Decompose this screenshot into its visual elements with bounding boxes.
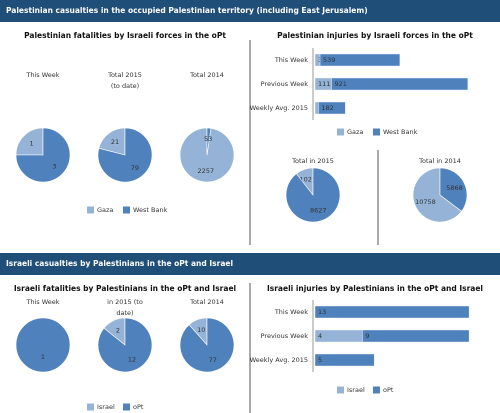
legend-label: oPt	[383, 386, 394, 394]
pie-slice	[439, 167, 468, 212]
pie-title: Total 2015	[107, 71, 142, 79]
bar-label: 182	[321, 104, 333, 112]
slice-label: 10	[197, 326, 205, 334]
bar-label: 539	[323, 56, 335, 64]
slice-label: 5868	[446, 184, 463, 192]
legend-swatch	[87, 206, 94, 214]
slice-label: 8627	[310, 206, 327, 214]
pie-slice	[15, 317, 71, 373]
legend-label: Israel	[97, 403, 115, 411]
bar-segment	[314, 353, 375, 367]
slice-label: 79	[131, 164, 139, 172]
bar-label: 111	[318, 80, 330, 88]
pie-slice	[15, 127, 71, 183]
pie-slice	[412, 167, 462, 223]
legend-label: Gaza	[347, 128, 363, 136]
pie-title: Total in 2014	[418, 157, 461, 165]
panel-title: Palestinian fatalities by Israeli forces…	[24, 31, 226, 40]
legend-swatch	[123, 403, 130, 411]
pie-title: in 2015 (to	[107, 298, 143, 306]
bar-label: 921	[334, 80, 346, 88]
y-tick-label: Weekly Avg. 2015	[250, 104, 308, 112]
bar-segment	[331, 77, 469, 91]
slice-label: 77	[209, 356, 217, 364]
y-tick-label: Weekly Avg. 2015	[250, 356, 308, 364]
bar-label: 13	[318, 308, 326, 316]
pie-title: Total 2014	[189, 71, 224, 79]
pie-title: This Week	[25, 298, 59, 306]
legend-label: West Bank	[383, 128, 418, 136]
legend-swatch	[123, 206, 130, 214]
section-header	[0, 0, 500, 22]
slice-label: 2	[116, 326, 120, 334]
pie-slice	[206, 127, 212, 156]
pie-slice	[179, 317, 235, 373]
bar-label: 9	[365, 332, 369, 340]
section-title: Israeli casualties by Palestinians in th…	[6, 259, 233, 268]
y-tick-label: This Week	[274, 56, 308, 64]
pie-slice	[97, 317, 153, 373]
pie-slice	[15, 127, 44, 156]
pie-title: This Week	[25, 71, 59, 79]
bar-label: 5	[318, 356, 322, 364]
pie-title: (to date)	[111, 82, 139, 90]
bar-segment	[319, 53, 401, 67]
pie-title: Total 2014	[189, 298, 224, 306]
slice-label: 1021	[299, 176, 316, 184]
slice-label: 10758	[415, 198, 436, 206]
y-tick-label: Previous Week	[261, 332, 309, 340]
pie-title: Total in 2015	[291, 157, 334, 165]
panel-title: Israeli injuries by Palestinians in the …	[267, 284, 483, 293]
section-title: Palestinian casualties in the occupied P…	[6, 6, 368, 15]
slice-label: 53	[204, 135, 212, 143]
legend-swatch	[337, 386, 344, 394]
slice-label: 3	[52, 162, 56, 170]
bar-segment	[318, 101, 346, 115]
legend-swatch	[373, 128, 380, 136]
slice-label: 1	[41, 353, 45, 361]
legend-swatch	[337, 128, 344, 136]
legend-label: Israel	[347, 386, 365, 394]
legend-label: West Bank	[133, 206, 168, 214]
slice-label: 12	[128, 356, 136, 364]
section-header	[0, 253, 500, 275]
bar-label: 4	[318, 332, 322, 340]
legend-label: oPt	[133, 403, 144, 411]
legend-swatch	[373, 386, 380, 394]
panel-title: Palestinian injuries by Israeli forces i…	[277, 31, 473, 40]
y-tick-label: Previous Week	[261, 80, 309, 88]
slice-label: 2257	[198, 167, 215, 175]
bar-segment	[362, 329, 470, 343]
legend-swatch	[87, 403, 94, 411]
bar-segment	[314, 305, 470, 319]
slice-label: 1	[29, 140, 33, 148]
pie-slice	[98, 127, 126, 156]
slice-label: 21	[111, 138, 119, 146]
y-tick-label: This Week	[274, 308, 308, 316]
pie-slice	[97, 127, 153, 183]
pie-slice	[285, 167, 341, 223]
pie-title: date)	[116, 309, 133, 317]
legend-label: Gaza	[97, 206, 113, 214]
panel-title: Israeli fatalities by Palestinians in th…	[14, 284, 236, 293]
